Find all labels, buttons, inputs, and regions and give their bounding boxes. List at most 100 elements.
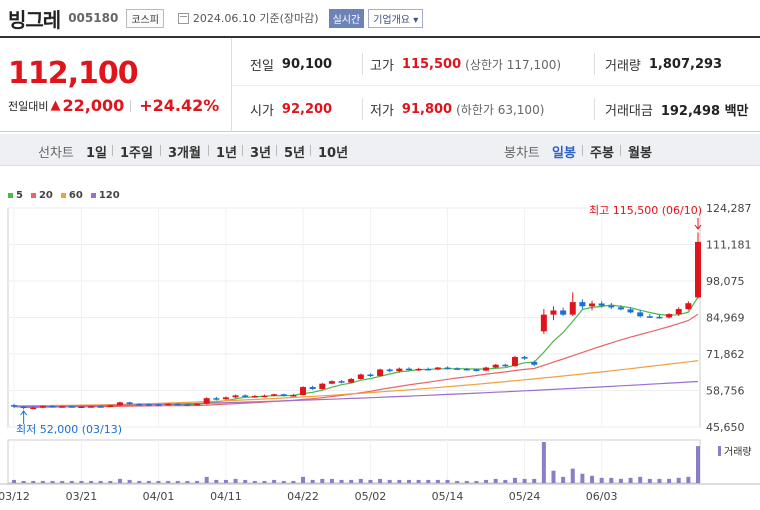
volume-bar	[195, 480, 200, 483]
volume-bar	[204, 476, 209, 483]
volume-bar	[214, 479, 219, 483]
tab-weekly[interactable]: 주봉	[590, 146, 614, 161]
line-chart-label: 선차트	[38, 146, 74, 161]
low-annotation: 최저 52,000 (03/13)	[16, 423, 122, 436]
legend-ma5: 5	[8, 190, 23, 201]
volume-bar	[435, 479, 440, 483]
volume-bar	[541, 442, 546, 483]
volume-bar	[262, 480, 267, 483]
volume-bar	[455, 480, 460, 483]
volume-bar	[406, 479, 411, 483]
candle-body	[589, 303, 596, 307]
candle-body	[396, 368, 403, 372]
candle-body	[309, 387, 316, 389]
candle-body	[627, 309, 634, 313]
company-overview-button[interactable]: 기업개요 ▾	[368, 8, 424, 28]
volume-bar	[310, 479, 315, 483]
volume-bar	[551, 470, 556, 483]
volume-bar	[397, 479, 402, 483]
volume-bar	[416, 479, 421, 483]
stock-name: 빙그레	[8, 7, 61, 32]
volume-bar	[79, 480, 84, 483]
tab-3y[interactable]: 3년	[250, 146, 272, 161]
calendar-icon	[177, 12, 189, 24]
tab-1w[interactable]: 1주일	[120, 146, 153, 161]
low-price: 저가 91,800 (하한가 63,100)	[370, 99, 544, 119]
candle-body	[550, 310, 557, 315]
prev-value: 90,100	[281, 56, 333, 72]
x-tick-label: 04/22	[287, 490, 319, 503]
volume-bar	[156, 480, 161, 483]
candle-body	[473, 369, 480, 371]
open-label: 시가	[250, 103, 274, 119]
volume-bar	[686, 476, 691, 483]
candle-body	[492, 364, 499, 368]
compare-label: 전일대비	[8, 99, 49, 113]
price-change: 전일대비 ▲ 22,000 +24.42%	[8, 96, 219, 115]
open-value: 92,200	[281, 101, 333, 117]
high-annotation: 최고 115,500 (06/10)	[589, 204, 702, 217]
volume-bar	[175, 480, 180, 483]
candle-body	[367, 374, 374, 377]
volume-bar	[493, 478, 498, 483]
candle-body	[290, 395, 297, 397]
candle-body	[579, 302, 586, 307]
candle-body	[271, 394, 278, 396]
candle-body	[20, 406, 27, 409]
candle-body	[463, 368, 470, 371]
x-tick-label: 06/03	[586, 490, 618, 503]
volume-bar	[474, 480, 479, 483]
tab-5y[interactable]: 5년	[284, 146, 306, 161]
volume-bar	[368, 479, 373, 483]
candle-body	[68, 406, 75, 408]
tab-1d[interactable]: 1일	[86, 146, 108, 161]
candle-body	[222, 397, 229, 400]
volume-bar	[339, 479, 344, 483]
x-tick-label: 04/01	[143, 490, 175, 503]
candle-body	[637, 312, 644, 317]
x-tick-label: 05/02	[355, 490, 387, 503]
volume-bar	[522, 478, 527, 483]
candle-body	[454, 368, 461, 370]
y-tick-label: 71,862	[706, 348, 745, 361]
high-price: 고가 115,500 (상한가 117,100)	[370, 54, 561, 74]
candle-body	[136, 404, 143, 406]
ma60-line	[14, 360, 699, 407]
volume-bar	[281, 480, 286, 483]
candle-body	[78, 406, 85, 409]
volume-bar	[252, 480, 257, 483]
candle-body	[280, 394, 287, 396]
amount-label: 거래대금	[605, 103, 653, 119]
tab-3m[interactable]: 3개월	[168, 146, 201, 161]
volume-bar	[647, 478, 652, 483]
tab-monthly[interactable]: 월봉	[628, 146, 652, 161]
candle-body	[107, 405, 114, 407]
candle-body	[116, 402, 123, 406]
volume-bar	[503, 479, 508, 483]
volume-bar	[185, 480, 190, 483]
volume-bar	[117, 478, 122, 483]
x-tick-label: 03/21	[66, 490, 98, 503]
divider	[242, 145, 243, 156]
divider	[362, 53, 363, 75]
tab-1y[interactable]: 1년	[216, 146, 238, 161]
ma-legend: 5 20 60 120	[8, 190, 120, 201]
volume-bar	[696, 446, 700, 483]
volume-bar	[532, 478, 537, 483]
high-value: 115,500	[401, 56, 462, 72]
volume-bar	[638, 476, 643, 483]
candle-body	[338, 381, 345, 383]
volume-bar	[108, 480, 113, 483]
chart-toolbar: 선차트 1일 1주일 3개월 1년 3년 5년 10년 봉차트 일봉 주봉 월봉	[0, 134, 760, 166]
volume-bar	[31, 480, 36, 483]
candle-body	[174, 403, 181, 406]
candle-body	[502, 364, 509, 367]
row-divider	[232, 85, 760, 86]
tab-10y[interactable]: 10년	[318, 146, 349, 161]
candle-body	[483, 367, 490, 371]
tab-daily[interactable]: 일봉	[552, 146, 576, 161]
realtime-button[interactable]: 실시간	[328, 8, 365, 28]
lower-limit: (하한가 63,100)	[456, 102, 545, 117]
candle-body	[357, 374, 364, 379]
